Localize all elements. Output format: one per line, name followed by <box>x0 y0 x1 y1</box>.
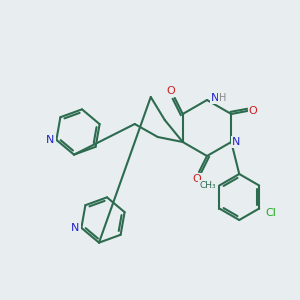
Text: CH₃: CH₃ <box>199 181 216 190</box>
Text: O: O <box>193 174 201 184</box>
Text: N: N <box>46 135 55 145</box>
Text: O: O <box>167 86 175 96</box>
Text: H: H <box>219 93 227 103</box>
Text: N: N <box>232 137 240 147</box>
Text: Cl: Cl <box>266 208 277 218</box>
Text: N: N <box>211 93 219 103</box>
Text: O: O <box>249 106 258 116</box>
Text: N: N <box>71 223 80 233</box>
